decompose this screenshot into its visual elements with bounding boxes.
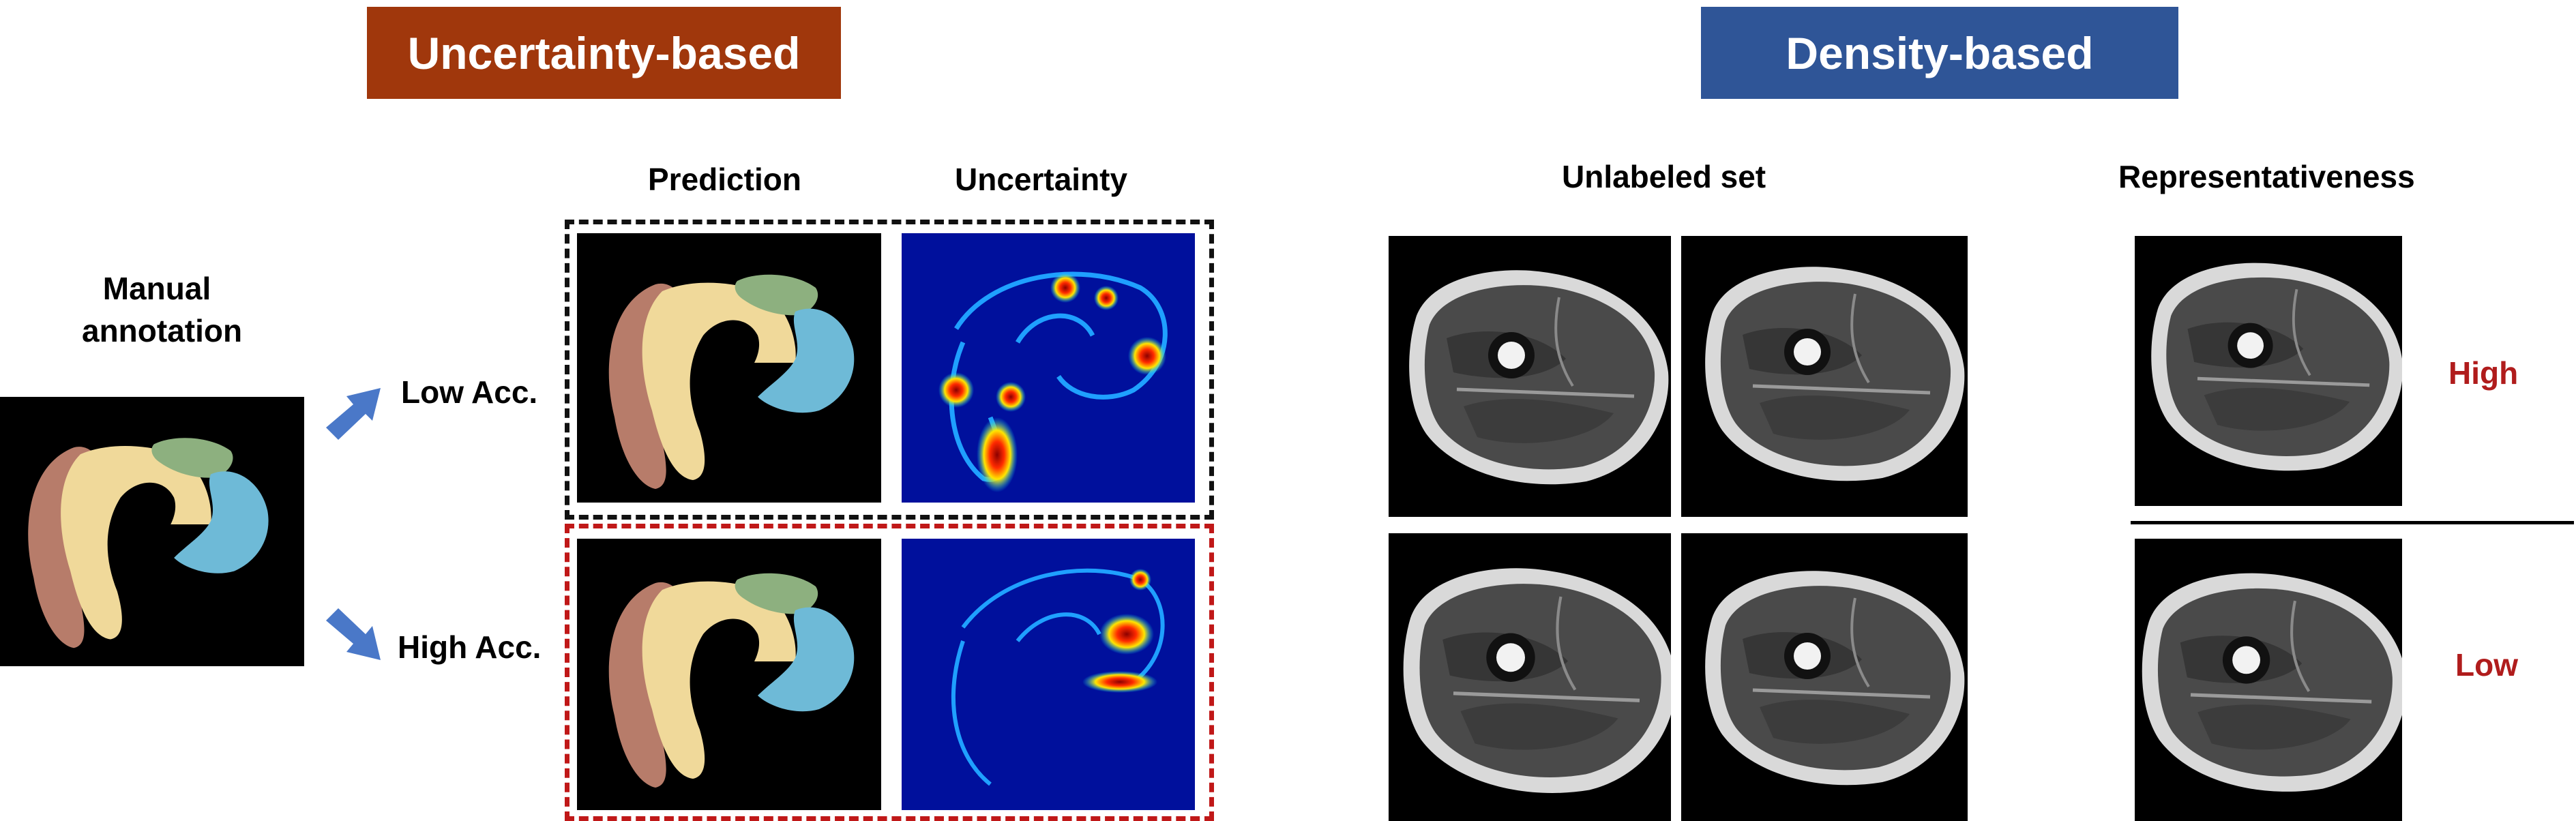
representativeness-label: Representativeness bbox=[2118, 159, 2415, 194]
low-representativeness-label: Low bbox=[2455, 647, 2518, 683]
high-accuracy-box bbox=[565, 524, 1214, 821]
uncertainty-based-title: Uncertainty-based bbox=[407, 27, 801, 78]
uncertainty-based-banner: Uncertainty-based bbox=[367, 7, 841, 99]
prediction-image-low bbox=[577, 233, 881, 503]
high-representativeness-label: High bbox=[2448, 355, 2519, 391]
mri-image-high-representativeness bbox=[2135, 236, 2402, 506]
arrow-down-icon bbox=[326, 608, 381, 660]
density-based-title: Density-based bbox=[1786, 27, 2094, 78]
low-acc-label: Low Acc. bbox=[401, 374, 538, 410]
density-based-banner: Density-based bbox=[1701, 7, 2178, 99]
mri-image-low-representativeness bbox=[2135, 539, 2402, 821]
mri-image-unlabeled-1 bbox=[1389, 236, 1671, 517]
high-acc-label: High Acc. bbox=[398, 629, 542, 665]
prediction-image-high bbox=[577, 539, 881, 810]
manual-label-line1: Manual bbox=[102, 271, 211, 306]
divider-line bbox=[2131, 521, 2574, 524]
unlabeled-set-label: Unlabeled set bbox=[1562, 159, 1766, 194]
manual-label-line2: annotation bbox=[82, 313, 243, 348]
uncertainty-map-low bbox=[902, 233, 1195, 503]
mri-image-unlabeled-3 bbox=[1389, 533, 1671, 821]
manual-annotation-image bbox=[0, 397, 304, 666]
manual-annotation-label: Manual annotation bbox=[82, 267, 243, 352]
mri-image-unlabeled-4 bbox=[1681, 533, 1968, 821]
mri-image-unlabeled-2 bbox=[1681, 236, 1968, 517]
arrow-up-icon bbox=[326, 388, 381, 440]
uncertainty-map-high bbox=[902, 539, 1195, 810]
uncertainty-label: Uncertainty bbox=[955, 162, 1128, 197]
low-accuracy-box bbox=[565, 220, 1214, 520]
prediction-label: Prediction bbox=[648, 162, 801, 197]
